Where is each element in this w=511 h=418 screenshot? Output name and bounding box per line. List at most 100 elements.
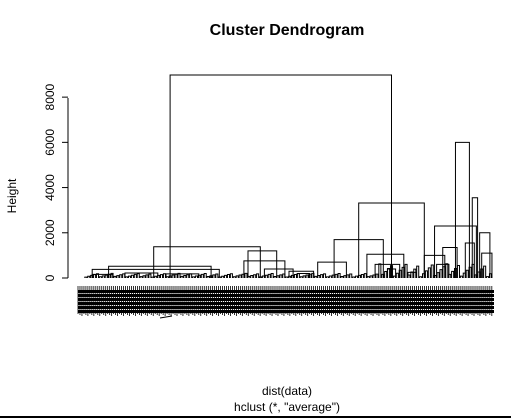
dendrogram-merge	[471, 197, 479, 278]
dendrogram-fine-branch	[212, 274, 216, 278]
dendrogram-fine-branch	[436, 272, 440, 278]
dendrogram-fine-branch	[456, 265, 460, 278]
dendrogram-fine-branch	[241, 273, 245, 278]
dendrogram-fine-branch	[113, 275, 117, 278]
dendrogram-fine-branch	[459, 275, 463, 278]
dendrogram-fine-branch	[468, 266, 472, 278]
dendrogram-merge	[479, 232, 491, 278]
dendrogram-fine-branch	[232, 276, 236, 278]
dendrogram-fine-branch	[119, 274, 123, 278]
y-tick-label: 0	[43, 274, 57, 281]
method-sublabel: hclust (*, "average")	[234, 400, 340, 414]
y-axis-label: Height	[5, 178, 19, 213]
dendrogram-fine-branch	[413, 268, 417, 278]
dendrogram-fine-branch	[384, 270, 388, 278]
dendrogram-fine-branch	[95, 273, 100, 278]
dendrogram-fine-branch	[349, 273, 353, 278]
dendrogram-fine-branch	[288, 275, 292, 278]
dendrogram-fine-branch	[343, 275, 347, 278]
dendrogram-fine-branch	[477, 271, 481, 278]
dendrogram-fine-branch	[235, 275, 239, 278]
dendrogram-merge	[434, 225, 477, 278]
dendrogram-fine-branch	[355, 275, 359, 278]
dendrogram-fine-branch	[325, 276, 329, 278]
dendrogram-fine-branch	[165, 276, 169, 278]
dendrogram-fine-branch	[454, 267, 458, 278]
dendrogram-merge	[481, 252, 493, 278]
dendrogram-fine-branch	[474, 274, 478, 278]
dendrogram-merge	[333, 239, 384, 278]
dendrogram-fine-branch	[480, 268, 484, 278]
dendrogram-fine-branch	[401, 266, 405, 278]
dendrogram-fine-branch	[104, 274, 108, 278]
dendrogram-merge	[358, 202, 425, 278]
dendrogram-fine-branch	[410, 271, 414, 278]
dendrogram-fine-branch	[282, 273, 286, 278]
dendrogram-fine-branch	[261, 275, 265, 278]
chart-title: Cluster Dendrogram	[210, 22, 365, 39]
dendrogram-fine-branch	[273, 276, 277, 278]
dendrogram-fine-branch	[427, 267, 431, 278]
dendrogram-fine-branch	[98, 276, 102, 278]
dendrogram-fine-branch	[404, 263, 408, 278]
dendrogram-fine-branch	[133, 273, 137, 278]
dendrogram-merge	[263, 268, 294, 278]
dendrogram-fine-branch	[247, 275, 251, 278]
x-axis-label: dist(data)	[262, 384, 312, 398]
dendrogram-fine-branch	[267, 273, 271, 278]
dendrogram-merge	[317, 261, 347, 278]
dendrogram-merge	[91, 268, 220, 278]
dendrogram-leaves	[77, 286, 494, 319]
dendrogram-fine-branch	[174, 273, 178, 278]
dendrogram-merge	[153, 246, 261, 278]
dendrogram-fine-branch	[416, 265, 420, 278]
leaf-label-mark	[159, 315, 173, 319]
dendrogram-fine-branch	[276, 275, 280, 278]
dendrogram-fine-branch	[317, 275, 321, 278]
dendrogram-fine-branch	[392, 275, 396, 278]
dendrogram-fine-branch	[136, 273, 140, 278]
dendrogram-fine-branch	[116, 275, 120, 278]
dendrogram-fine-branch	[419, 276, 423, 278]
dendrogram-fine-branch	[145, 274, 149, 278]
dendrogram-fine-branch	[130, 274, 134, 278]
dendrogram-fine-branch	[226, 274, 231, 278]
dendrogram-fine-branch	[363, 273, 367, 278]
dendrogram-fine-branch	[293, 274, 297, 278]
dendrogram-fine-branch	[424, 270, 428, 278]
dendrogram-fine-branch	[125, 276, 129, 278]
dendrogram-fine-branch	[395, 272, 399, 278]
dendrogram-fine-branch	[328, 275, 332, 278]
dendrogram-fine-branch	[445, 263, 449, 278]
dendrogram-fine-branch	[451, 270, 455, 278]
dendrogram-fine-branch	[244, 272, 248, 278]
dendrogram-fine-branch	[352, 276, 356, 278]
y-tick-label: 2000	[43, 219, 57, 246]
dendrogram-merges	[84, 74, 493, 278]
dendrogram-fine-branch	[381, 273, 385, 278]
dendrogram-fine-branch	[250, 275, 254, 278]
dendrogram-fine-branch	[189, 273, 193, 278]
dendrogram-fine-branch	[331, 274, 335, 278]
dendrogram-fine-branch	[151, 276, 155, 278]
dendrogram-fine-branch	[209, 275, 213, 278]
dendrogram-fine-branch	[194, 275, 198, 278]
dendrogram-fine-branch	[305, 274, 309, 278]
dendrogram-fine-branch	[421, 273, 426, 278]
dendrogram-fine-branch	[340, 276, 344, 278]
dendrogram-fine-branch	[448, 273, 452, 278]
dendrogram-fine-branch	[229, 273, 233, 278]
dendrogram-fine-branch	[253, 274, 257, 278]
dendrogram-fine-branch	[107, 273, 111, 278]
dendrogram-fine-branch	[122, 273, 126, 278]
dendrogram-fine-branch	[93, 274, 97, 278]
dendrogram-fine-branch	[168, 275, 172, 278]
y-tick-label: 4000	[43, 174, 57, 201]
dendrogram-fine-branch	[488, 273, 492, 278]
dendrogram-fine-branch	[337, 273, 341, 278]
dendrogram-fine-branch	[360, 273, 364, 278]
dendrogram-fine-branch	[346, 274, 350, 278]
dendrogram-fine-branch	[279, 274, 283, 278]
dendrogram-merge	[464, 242, 475, 278]
